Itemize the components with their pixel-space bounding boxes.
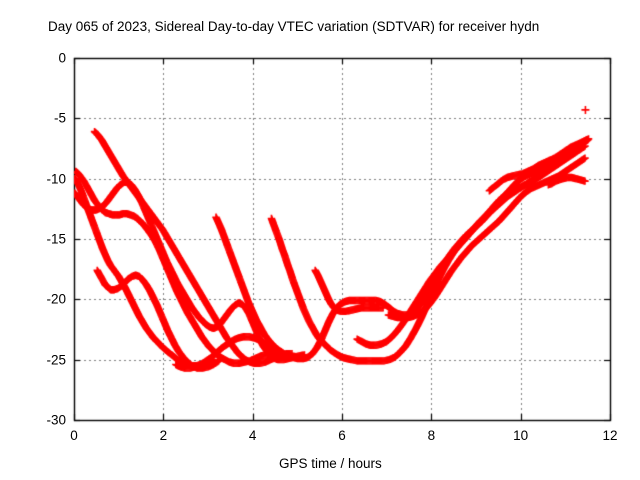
chart-title: Day 065 of 2023, Sidereal Day-to-day VTE… — [48, 19, 540, 34]
x-tick-label: 12 — [602, 428, 618, 443]
y-tick-label: 0 — [58, 50, 66, 66]
x-tick-label: 0 — [70, 428, 78, 443]
y-tick-label: -30 — [46, 412, 66, 428]
y-tick-label: -20 — [46, 291, 66, 307]
y-tick-label: -15 — [46, 231, 66, 247]
x-tick-label: 2 — [159, 428, 168, 443]
x-tick-label: 4 — [248, 428, 257, 443]
x-tick-label: 10 — [513, 428, 529, 443]
x-axis-title: GPS time / hours — [279, 456, 382, 471]
x-tick-label: 8 — [427, 428, 436, 443]
y-tick-label: -10 — [46, 171, 66, 187]
y-tick-label: -5 — [53, 110, 66, 126]
y-tick-label: -25 — [46, 352, 66, 368]
x-tick-label: 6 — [338, 428, 346, 443]
